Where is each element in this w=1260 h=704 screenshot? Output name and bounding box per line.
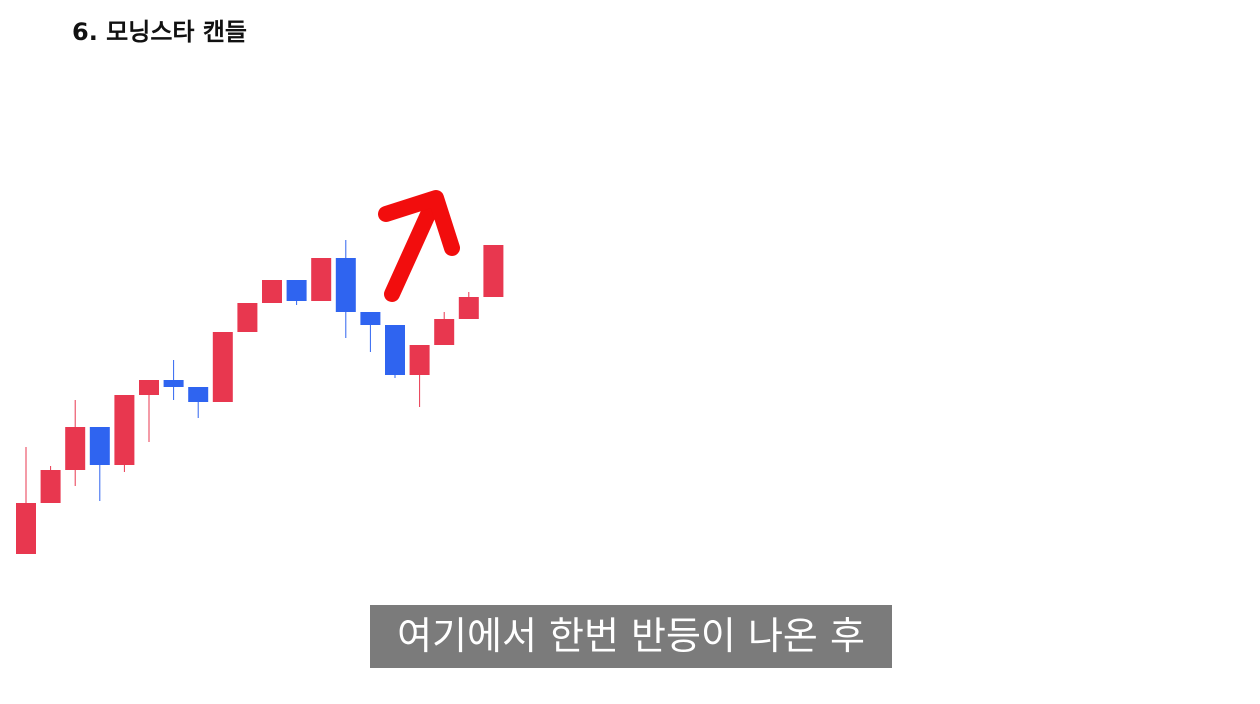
plot-area — [16, 240, 504, 554]
candle-body — [434, 319, 455, 345]
candle-body — [65, 427, 86, 470]
candle-body — [311, 258, 332, 301]
candle-body — [89, 427, 110, 465]
candle-body — [114, 395, 135, 465]
chart-title: 6. 모닝스타 캔들 — [72, 18, 247, 46]
candle-body — [237, 303, 258, 332]
candle-body — [212, 332, 233, 402]
arrow-head — [378, 190, 460, 256]
candle-body — [16, 503, 36, 554]
candle-body — [262, 280, 282, 303]
candle-body — [188, 387, 209, 402]
caption: 여기에서 한번 반등이 나온 후 — [397, 614, 865, 658]
candle-body — [409, 345, 430, 375]
candle-body — [139, 380, 159, 395]
candle-body — [286, 280, 307, 301]
candle-body — [40, 470, 61, 503]
candle-body — [360, 312, 381, 325]
arrow — [384, 202, 438, 302]
candle-body — [483, 245, 504, 297]
candle-body — [335, 258, 356, 312]
candle-body — [163, 380, 184, 387]
candle-body — [458, 297, 479, 319]
candle-body — [385, 325, 405, 375]
caption-box — [370, 605, 892, 668]
